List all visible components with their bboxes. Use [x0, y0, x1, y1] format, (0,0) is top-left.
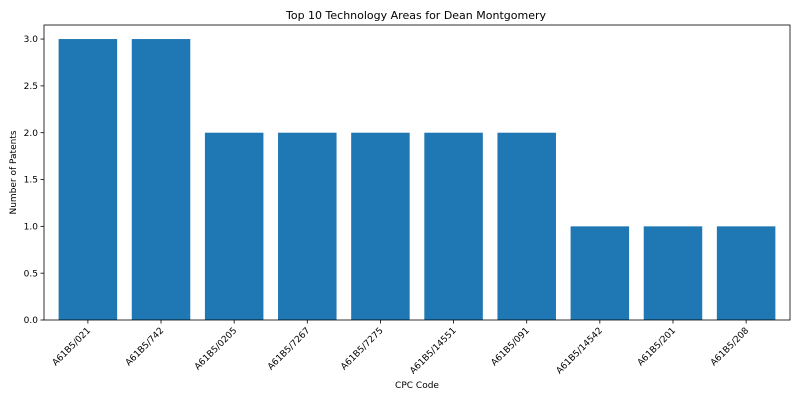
bar-9: [717, 226, 776, 320]
y-tick-label-1: 0.5: [24, 269, 38, 279]
x-tick-label-1: A61B5/742: [124, 326, 166, 368]
bar-7: [571, 226, 630, 320]
x-tick-label-7: A61B5/14542: [555, 326, 605, 376]
bars-group: [59, 39, 776, 320]
x-tick-label-6: A61B5/091: [490, 326, 532, 368]
bar-1: [132, 39, 191, 320]
bar-6: [497, 133, 556, 320]
x-tick-label-9: A61B5/208: [709, 326, 751, 368]
x-axis: A61B5/021 A61B5/742 A61B5/0205 A61B5/7267 A6…: [51, 320, 752, 376]
y-tick-label-3: 1.5: [24, 176, 38, 186]
x-tick-label-3: A61B5/7267: [266, 326, 312, 372]
bar-4: [351, 133, 410, 320]
bar-3: [278, 133, 337, 320]
y-tick-label-5: 2.5: [24, 82, 38, 92]
x-tick-label-2: A61B5/0205: [193, 326, 239, 372]
y-tick-label-4: 2.0: [24, 129, 39, 139]
x-tick-label-8: A61B5/201: [636, 326, 678, 368]
bar-8: [644, 226, 703, 320]
x-tick-label-4: A61B5/7275: [339, 326, 385, 372]
y-tick-label-0: 0.0: [24, 316, 39, 326]
x-tick-label-0: A61B5/021: [51, 326, 93, 368]
y-axis: 0.0 0.5 1.0 1.5 2.0 2.5 3.0: [24, 35, 44, 326]
x-tick-label-5: A61B5/14551: [408, 326, 458, 376]
chart-title: Top 10 Technology Areas for Dean Montgom…: [285, 9, 546, 22]
bar-5: [424, 133, 483, 320]
bar-2: [205, 133, 264, 320]
y-axis-title: Number of Patents: [9, 130, 19, 214]
bar-0: [59, 39, 118, 320]
x-axis-title: CPC Code: [395, 381, 439, 391]
y-tick-label-6: 3.0: [24, 35, 39, 45]
y-tick-label-2: 1.0: [24, 223, 39, 233]
